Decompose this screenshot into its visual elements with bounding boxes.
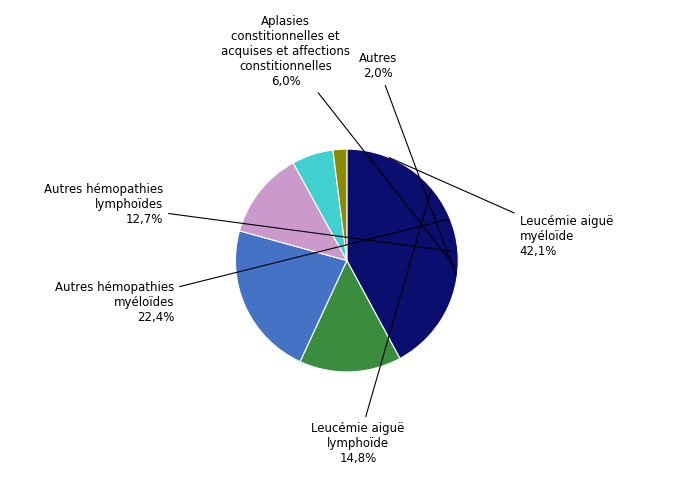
Text: Leucémie aiguë
lymphoïde
14,8%: Leucémie aiguë lymphoïde 14,8% [311, 191, 431, 465]
Wedge shape [293, 150, 347, 261]
Wedge shape [347, 149, 458, 358]
Wedge shape [235, 231, 347, 362]
Wedge shape [300, 261, 400, 372]
Text: Aplasies
constitionnelles et
acquises et affections
constitionnelles
6,0%: Aplasies constitionnelles et acquises et… [221, 15, 456, 268]
Text: Autres hémopathies
lymphoïdes
12,7%: Autres hémopathies lymphoïdes 12,7% [43, 184, 455, 252]
Wedge shape [333, 149, 347, 261]
Text: Autres hémopathies
myéloïdes
22,4%: Autres hémopathies myéloïdes 22,4% [55, 220, 448, 325]
Wedge shape [239, 163, 347, 261]
Text: Leucémie aiguë
myéloïde
42,1%: Leucémie aiguë myéloïde 42,1% [389, 158, 613, 258]
Text: Autres
2,0%: Autres 2,0% [359, 52, 456, 275]
